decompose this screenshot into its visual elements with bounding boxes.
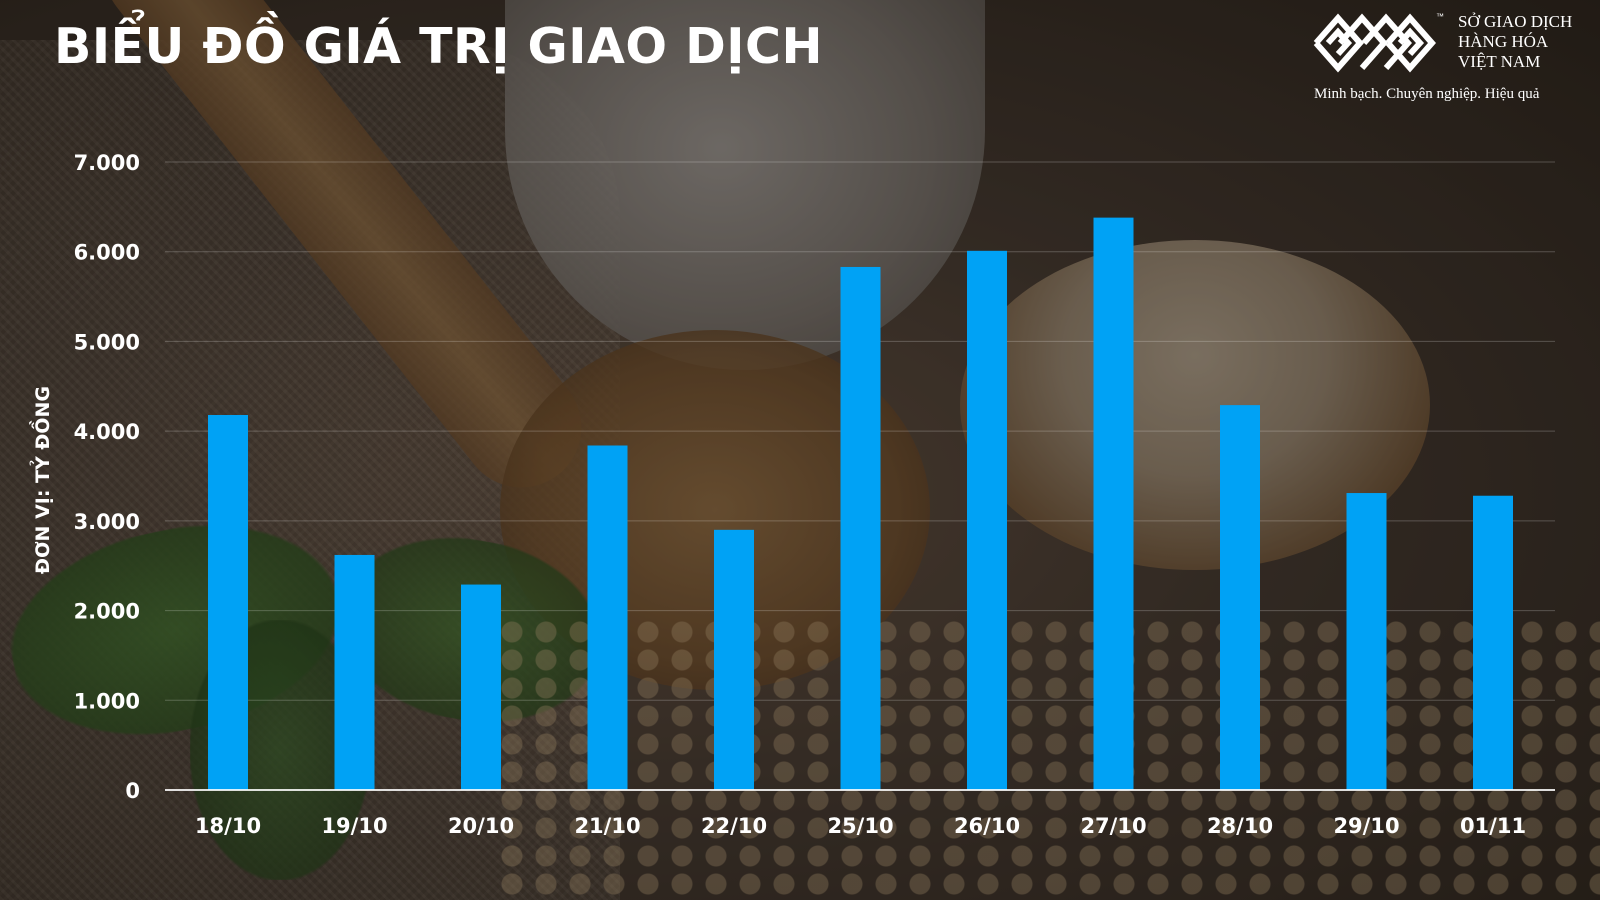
bar — [208, 414, 248, 790]
logo-slogan: Minh bạch. Chuyên nghiệp. Hiệu quả — [1314, 86, 1540, 102]
x-tick-label: 21/10 — [574, 814, 640, 838]
x-tick-label: 20/10 — [448, 814, 514, 838]
x-tick-label: 28/10 — [1207, 814, 1273, 838]
background-milk-jug — [505, 0, 985, 370]
logo-mark-icon — [1313, 13, 1436, 73]
y-tick-label: 3.000 — [74, 510, 140, 534]
bar — [1093, 217, 1134, 790]
x-tick-label: 25/10 — [827, 814, 893, 838]
y-tick-label: 2.000 — [74, 600, 140, 624]
logo-name-line: SỞ GIAO DỊCH — [1458, 12, 1573, 31]
bar — [1220, 405, 1260, 790]
x-tick-label: 27/10 — [1080, 814, 1146, 838]
x-tick-label: 18/10 — [195, 814, 261, 838]
y-tick-label: 5.000 — [74, 330, 140, 354]
bars — [208, 217, 1513, 791]
logo-name-line: VIỆT NAM — [1458, 52, 1541, 71]
x-tick-label: 01/11 — [1460, 814, 1526, 838]
bar — [334, 554, 375, 790]
exchange-logo: ™ SỞ GIAO DỊCH HÀNG HÓA VIỆT NAM Minh bạ… — [1312, 8, 1592, 108]
tick-labels: 0 1.000 2.000 3.000 4.000 5.000 6.000 7.000 18/1… — [74, 151, 1527, 838]
background-scattered-beans — [500, 620, 1600, 900]
y-tick-label: 4.000 — [74, 420, 140, 444]
y-tick-label: 0 — [125, 779, 140, 803]
bar — [1346, 493, 1387, 790]
trademark-symbol: ™ — [1436, 12, 1444, 21]
x-tick-label: 26/10 — [954, 814, 1020, 838]
logo-name-line: HÀNG HÓA — [1458, 32, 1549, 51]
y-tick-label: 7.000 — [74, 151, 140, 175]
y-tick-label: 6.000 — [74, 241, 140, 265]
bar — [461, 584, 501, 790]
x-tick-label: 22/10 — [701, 814, 767, 838]
bar — [1473, 495, 1513, 790]
x-tick-label: 19/10 — [321, 814, 387, 838]
y-tick-label: 1.000 — [74, 689, 140, 713]
logo-name: SỞ GIAO DỊCH HÀNG HÓA VIỆT NAM — [1458, 12, 1572, 72]
chart-title: BIỂU ĐỒ GIÁ TRỊ GIAO DỊCH — [54, 18, 824, 75]
x-tick-label: 29/10 — [1333, 814, 1399, 838]
bar — [587, 445, 628, 790]
bar — [840, 266, 881, 791]
bar — [714, 529, 754, 790]
bar — [967, 250, 1007, 790]
